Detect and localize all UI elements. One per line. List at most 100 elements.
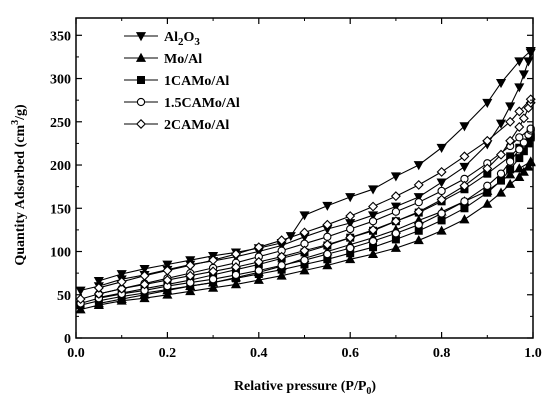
data-point-1-5camo-al-adsorption-9: [277, 261, 286, 270]
data-point-1-5camo-al-desorption-9: [346, 224, 355, 234]
data-point-1-5camo-al-adsorption-10: [300, 256, 309, 265]
y-tick-label-2: 100: [50, 246, 71, 261]
legend-marker-1camo-al: [137, 76, 145, 84]
data-point-2camo-al-desorption-19: [116, 276, 127, 287]
data-point-al2o3-desorption-2: [495, 79, 507, 89]
data-point-1camo-al-adsorption-21: [515, 154, 524, 163]
data-point-2camo-al-adsorption-14: [390, 216, 401, 227]
data-point-mo-al-desorption-1: [514, 163, 525, 173]
data-point-2camo-al-adsorption-11: [322, 239, 333, 250]
data-point-2camo-al-desorption-8: [368, 201, 379, 212]
legend-label-2camo-al: 2CAMo/Al: [164, 118, 229, 133]
data-point-al2o3-desorption-18: [162, 260, 173, 270]
legend-item-1-5camo-al: 1.5CAMo/Al: [124, 96, 240, 111]
data-point-1-5camo-al-desorption-5: [437, 186, 446, 196]
x-tick-label-4: 0.8: [433, 346, 451, 361]
data-point-mo-al-adsorption-9: [276, 270, 287, 280]
data-point-2camo-al-desorption-3: [482, 135, 493, 146]
data-point-mo-al-adsorption-20: [505, 178, 516, 188]
data-point-1-5camo-al-adsorption-14: [391, 229, 401, 238]
data-point-1-5camo-al-adsorption-12: [346, 243, 355, 253]
data-point-2camo-al-adsorption-13: [368, 224, 379, 235]
data-point-2camo-al-desorption-4: [459, 151, 470, 162]
y-tick-label-1: 50: [57, 289, 71, 304]
data-point-2camo-al-adsorption-21: [514, 121, 525, 132]
data-point-2camo-al-desorption-11: [299, 227, 310, 238]
data-point-al2o3-desorption-21: [93, 277, 104, 287]
data-point-2camo-al-adsorption-6: [208, 266, 219, 277]
data-point-mo-al-adsorption-12: [345, 254, 356, 264]
data-point-al2o3-desorption-9: [345, 193, 356, 203]
data-point-2camo-al-adsorption-10: [299, 245, 310, 256]
data-point-2camo-al-desorption-14: [230, 249, 241, 260]
data-point-al2o3-adsorption-20: [505, 102, 516, 112]
data-point-al2o3-adsorption-15: [413, 193, 424, 203]
data-point-1-5camo-al-adsorption-20: [505, 157, 515, 166]
data-point-2camo-al-adsorption-1: [93, 288, 104, 299]
series-line-al2o3-desorption: [98, 50, 532, 282]
data-point-2camo-al-adsorption-5: [185, 270, 196, 281]
data-point-mo-al-adsorption-13: [368, 248, 379, 258]
data-point-1-5camo-al-desorption-7: [391, 207, 401, 216]
data-point-2camo-al-adsorption-7: [230, 262, 241, 273]
data-point-2camo-al-adsorption-2: [116, 283, 127, 294]
data-point-2camo-al-desorption-15: [208, 255, 219, 266]
legend-label-1-5camo-al: 1.5CAMo/Al: [164, 96, 240, 111]
data-point-1-5camo-al-adsorption-13: [368, 236, 378, 246]
data-point-1-5camo-al-adsorption-21: [515, 145, 524, 154]
data-point-2camo-al-adsorption-12: [345, 232, 356, 243]
data-point-2camo-al-adsorption-9: [276, 251, 287, 262]
data-point-al2o3-adsorption-19: [495, 119, 507, 129]
data-point-al2o3-desorption-1: [514, 57, 525, 67]
legend-marker-2camo-al: [136, 119, 146, 129]
x-tick-label-0: 0.0: [67, 346, 85, 361]
plot-area: [75, 47, 536, 314]
data-point-2camo-al-desorption-2: [505, 116, 516, 127]
legend-item-mo-al: Mo/Al: [124, 52, 202, 67]
data-point-al2o3-adsorption-17: [459, 162, 470, 172]
data-point-2camo-al-desorption-5: [436, 166, 447, 177]
data-point-al2o3-adsorption-21: [514, 83, 525, 93]
y-tick-label-6: 300: [50, 73, 71, 88]
data-point-al2o3-adsorption-22: [518, 70, 529, 80]
legend-item-1camo-al: 1CAMo/Al: [124, 74, 229, 89]
legend-item-2camo-al: 2CAMo/Al: [124, 118, 229, 133]
data-point-2camo-al-desorption-18: [139, 270, 150, 281]
data-point-al2o3-desorption-20: [116, 270, 127, 280]
data-point-mo-al-adsorption-10: [299, 265, 310, 275]
data-point-2camo-al-adsorption-22: [518, 113, 529, 124]
x-axis-title: Relative pressure (P/P0): [234, 379, 376, 397]
data-point-al2o3-adsorption-13: [368, 211, 379, 221]
data-point-mo-al-adsorption-17: [459, 214, 470, 224]
data-point-al2o3-desorption-8: [368, 185, 379, 195]
data-point-mo-al-adsorption-11: [322, 260, 333, 270]
data-point-2camo-al-adsorption-20: [505, 135, 516, 146]
data-point-mo-al-adsorption-18: [482, 198, 493, 208]
data-point-1-5camo-al-desorption-1: [515, 133, 524, 142]
series-2camo-al: [75, 94, 536, 305]
legend-label-mo-al: Mo/Al: [164, 52, 202, 67]
data-point-1-5camo-al-desorption-6: [414, 198, 423, 207]
data-point-2camo-al-adsorption-4: [162, 275, 173, 286]
axes: 0.0 0.2 0.4 0.6 0.8 1.0 0 50 100 150 200 250 300 350: [50, 17, 542, 361]
data-point-1-5camo-al-adsorption-15: [414, 220, 423, 229]
x-tick-label-5: 1.0: [524, 346, 542, 361]
data-point-mo-al-adsorption-14: [390, 242, 401, 252]
data-point-al2o3-adsorption-23: [523, 57, 534, 67]
legend: Al2O3 Mo/Al 1CAMo/Al 1.5CAMo/Al 2CAMo/Al: [124, 30, 240, 133]
data-point-1-5camo-al-adsorption-16: [437, 209, 446, 218]
legend-label-al2o3: Al2O3: [164, 30, 200, 48]
data-point-mo-al-adsorption-23: [523, 161, 534, 171]
data-point-1-5camo-al-desorption-8: [368, 217, 378, 226]
data-point-1-5camo-al-adsorption-17: [460, 197, 469, 206]
data-point-1-5camo-al-adsorption-6: [208, 275, 218, 284]
data-point-2camo-al-adsorption-19: [496, 149, 506, 160]
data-point-1-5camo-al-adsorption-8: [254, 266, 263, 275]
data-point-1-5camo-al-adsorption-7: [231, 270, 241, 280]
data-point-2camo-al-desorption-9: [345, 211, 356, 222]
data-point-al2o3-desorption-3: [482, 98, 493, 108]
data-point-al2o3-adsorption-0: [75, 286, 86, 296]
legend-marker-1-5camo-al: [136, 97, 146, 107]
data-point-al2o3-desorption-19: [139, 264, 150, 275]
